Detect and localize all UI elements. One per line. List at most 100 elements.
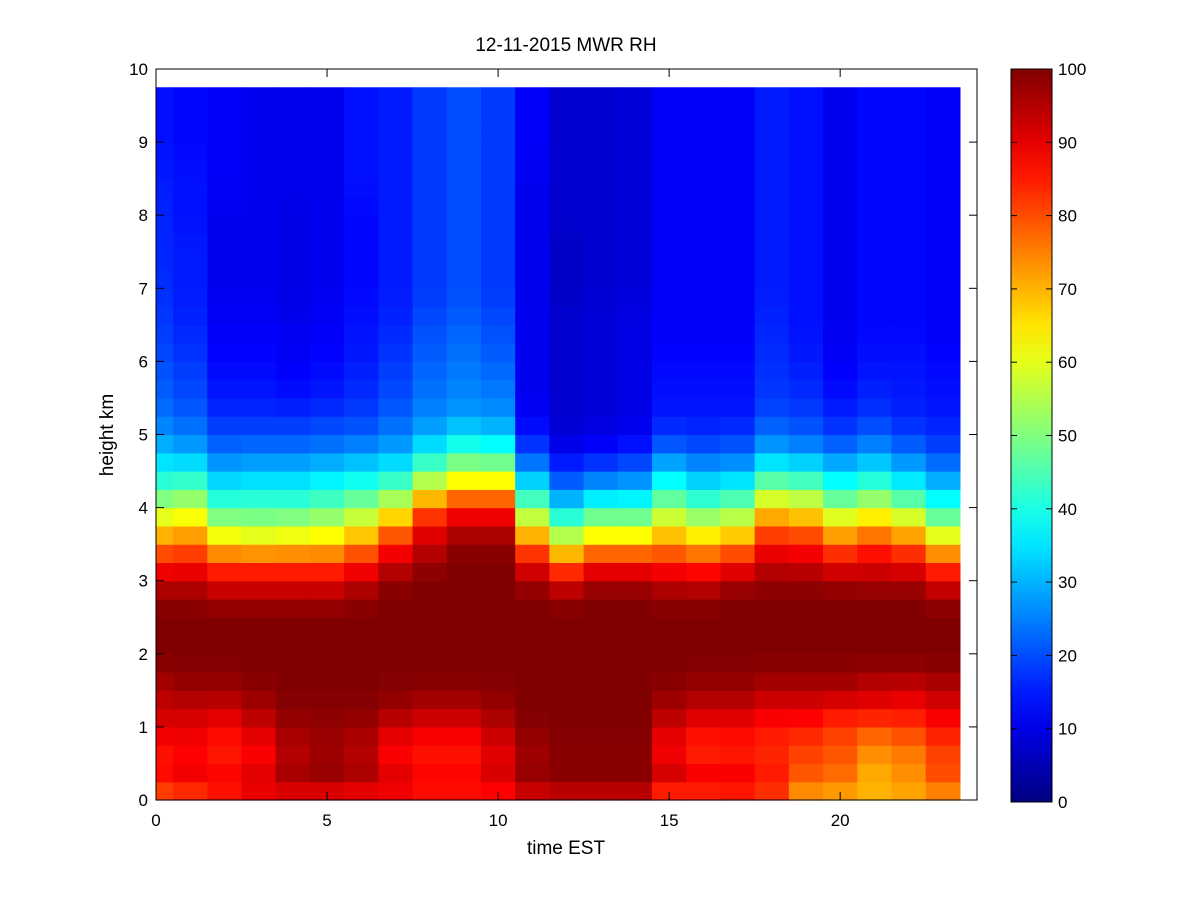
heatmap-cell — [275, 745, 311, 765]
heatmap-cell — [720, 507, 756, 527]
heatmap-cell — [156, 726, 174, 746]
heatmap-cell — [823, 105, 858, 125]
heatmap-cell — [788, 471, 824, 490]
heatmap-cell — [686, 251, 722, 271]
heatmap-cell — [378, 123, 414, 143]
heatmap-cell — [652, 160, 687, 180]
heatmap-cell — [480, 87, 516, 107]
heatmap-cell — [823, 288, 858, 308]
heatmap-cell — [583, 471, 619, 490]
heatmap-cell — [720, 635, 756, 655]
heatmap-cell — [275, 105, 311, 125]
heatmap-cell — [446, 397, 482, 417]
heatmap-cell — [891, 726, 927, 746]
heatmap-cell — [891, 215, 927, 235]
heatmap-cell — [857, 598, 893, 618]
heatmap-cell — [720, 617, 756, 637]
heatmap-cell — [275, 361, 311, 381]
heatmap-cell — [652, 288, 687, 308]
heatmap-cell — [515, 343, 550, 363]
heatmap-cell — [891, 598, 927, 618]
heatmap-cell — [344, 196, 379, 216]
x-tick-label: 0 — [151, 811, 160, 830]
heatmap-cell — [309, 251, 345, 271]
heatmap-cell — [309, 672, 345, 691]
heatmap-cell — [823, 525, 858, 545]
heatmap-cell — [720, 489, 756, 509]
heatmap-cell — [720, 598, 756, 618]
colorbar-tick-label: 20 — [1058, 646, 1077, 665]
y-axis: 0 1 2 3 4 5 6 7 8 9 10 — [129, 60, 977, 810]
heatmap-cell — [788, 288, 824, 308]
heatmap-cell — [309, 379, 345, 399]
heatmap-cell — [156, 434, 174, 454]
heatmap-cell — [309, 580, 345, 600]
heatmap-cell — [652, 324, 687, 344]
heatmap-cell — [686, 306, 722, 326]
heatmap-cell — [173, 471, 208, 490]
heatmap-cell — [207, 781, 243, 801]
heatmap-cell — [412, 160, 448, 180]
heatmap-cell — [156, 123, 174, 143]
heatmap-cell — [378, 507, 414, 527]
heatmap-cell — [446, 708, 482, 728]
heatmap-cell — [412, 763, 448, 783]
heatmap-cell — [344, 525, 379, 545]
heatmap-cell — [241, 160, 277, 180]
heatmap-cell — [720, 379, 756, 399]
heatmap-cell — [156, 379, 174, 399]
heatmap-cell — [891, 87, 927, 107]
heatmap-cell — [549, 142, 585, 161]
heatmap-cell — [344, 306, 379, 326]
heatmap-cell — [788, 196, 824, 216]
heatmap-cell — [378, 489, 414, 509]
heatmap-cell — [207, 379, 243, 399]
heatmap-cell — [720, 397, 756, 417]
heatmap-cell — [156, 397, 174, 417]
heatmap-cell — [275, 726, 311, 746]
heatmap-cell — [378, 617, 414, 637]
heatmap-cell — [344, 397, 379, 417]
heatmap-cell — [378, 87, 414, 107]
heatmap-cell — [857, 653, 893, 673]
heatmap-cell — [720, 416, 756, 436]
heatmap-cell — [309, 87, 345, 107]
heatmap-cell — [173, 745, 208, 765]
heatmap-cell — [173, 251, 208, 271]
heatmap-cell — [857, 690, 893, 710]
heatmap-cell — [925, 343, 961, 363]
heatmap-cell — [891, 178, 927, 198]
heatmap-cell — [652, 142, 687, 161]
heatmap-cell — [583, 726, 619, 746]
heatmap-cell — [823, 196, 858, 216]
heatmap-cell — [309, 233, 345, 253]
heatmap-cell — [686, 763, 722, 783]
heatmap-cell — [925, 507, 961, 527]
colorbar-tick-label: 40 — [1058, 500, 1077, 519]
heatmap-cell — [549, 123, 585, 143]
heatmap-cell — [378, 544, 414, 564]
heatmap-cell — [275, 781, 311, 801]
heatmap-cell — [412, 580, 448, 600]
heatmap-cell — [275, 87, 311, 107]
heatmap-cell — [652, 544, 687, 564]
heatmap-cell — [617, 306, 653, 326]
heatmap-cell — [156, 416, 174, 436]
heatmap-cell — [686, 708, 722, 728]
heatmap-cell — [925, 452, 961, 472]
heatmap-cell — [378, 434, 414, 454]
heatmap-cell — [480, 288, 516, 308]
heatmap-cell — [412, 251, 448, 271]
heatmap-cell — [823, 507, 858, 527]
heatmap-cell — [925, 416, 961, 436]
heatmap-cell — [857, 416, 893, 436]
heatmap-cell — [891, 672, 927, 691]
heatmap-cell — [241, 726, 277, 746]
heatmap-cell — [207, 397, 243, 417]
heatmap-cell — [857, 507, 893, 527]
heatmap-cell — [207, 251, 243, 271]
heatmap-cell — [156, 672, 174, 691]
colorbar: 0 10 20 30 40 50 60 70 80 90 100 — [1010, 60, 1086, 812]
heatmap-cell — [207, 653, 243, 673]
heatmap-cell — [720, 233, 756, 253]
